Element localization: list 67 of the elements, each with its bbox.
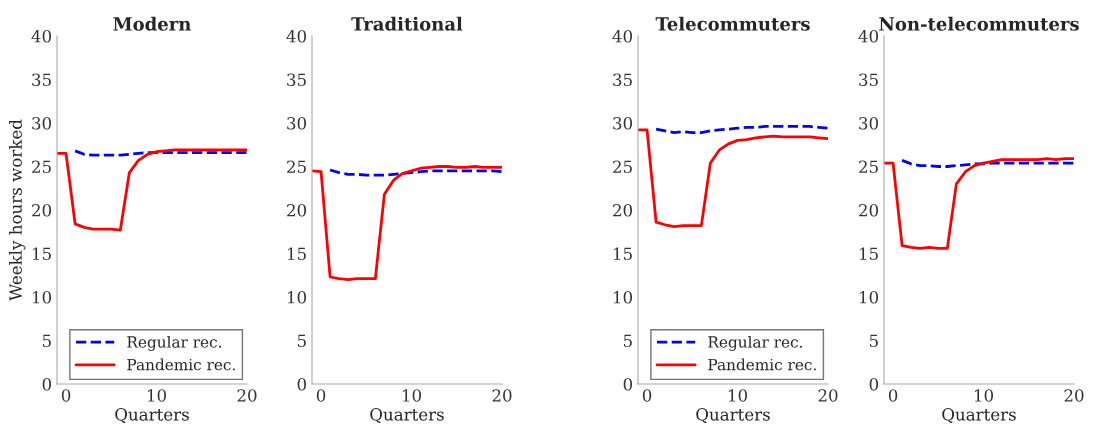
y-tick-label: 25 <box>287 160 306 174</box>
y-tick-label: 30 <box>287 116 307 130</box>
y-tick-label: 35 <box>32 73 51 87</box>
y-tick-label: 35 <box>859 73 878 87</box>
y-tick-label: 25 <box>859 160 878 174</box>
x-tick-label: 10 <box>974 389 994 402</box>
y-tick-label: 40 <box>612 29 633 43</box>
y-tick-label: 10 <box>613 290 633 304</box>
x-tick-label: 0 <box>316 389 326 402</box>
x-axis-title: Quarters <box>115 408 189 424</box>
legend-label: Regular rec. <box>127 335 222 351</box>
legend-label: Pandemic rec. <box>127 358 235 371</box>
y-tick-label: 35 <box>287 73 306 87</box>
y-tick-label: 20 <box>859 203 879 217</box>
line-series <box>312 165 502 281</box>
y-tick-label: 5 <box>869 334 878 348</box>
line-series <box>638 128 828 228</box>
y-tick-label: 30 <box>32 116 52 130</box>
legend-label: Pandemic rec. <box>708 358 816 371</box>
line-series <box>654 125 828 134</box>
x-tick-label: 20 <box>492 389 512 402</box>
y-tick-label: 0 <box>869 377 879 391</box>
x-tick-label: 20 <box>1064 389 1084 402</box>
line-series <box>900 159 1074 168</box>
x-axis-title: Quarters <box>696 408 770 424</box>
y-tick-label: 20 <box>287 203 307 217</box>
legend-label: Regular rec. <box>708 335 803 351</box>
line-series <box>57 148 247 232</box>
y-tick-label: 40 <box>858 29 879 43</box>
y-tick-label: 0 <box>623 377 633 391</box>
y-tick-label: 30 <box>613 116 633 130</box>
y-tick-label: 15 <box>287 247 306 261</box>
x-axis-title: Quarters <box>942 408 1016 424</box>
y-tick-label: 10 <box>859 290 879 304</box>
x-axis-title: Quarters <box>370 408 444 424</box>
y-tick-label: 15 <box>859 247 878 261</box>
chart-title: Traditional <box>351 16 463 31</box>
y-tick-label: 10 <box>287 290 307 304</box>
y-tick-label: 25 <box>32 160 51 174</box>
y-tick-label: 5 <box>42 334 51 348</box>
line-series <box>884 157 1074 250</box>
y-tick-label: 40 <box>31 29 52 43</box>
chart-title: Telecommuters <box>655 16 810 31</box>
x-tick-label: 10 <box>402 389 422 402</box>
x-tick-label: 0 <box>888 389 898 402</box>
x-tick-label: 0 <box>642 389 652 402</box>
y-tick-label: 20 <box>613 203 633 217</box>
x-tick-label: 10 <box>147 389 167 402</box>
x-tick-label: 10 <box>728 389 748 402</box>
y-tick-label: 5 <box>623 334 632 348</box>
y-tick-label: 30 <box>859 116 879 130</box>
y-tick-label: 15 <box>32 247 51 261</box>
y-tick-label: 40 <box>286 29 307 43</box>
y-axis-title: Weekly hours worked <box>9 119 26 301</box>
y-tick-label: 35 <box>613 73 632 87</box>
y-tick-label: 25 <box>613 160 632 174</box>
chart-title: Modern <box>113 16 191 31</box>
x-tick-label: 20 <box>818 389 838 402</box>
x-tick-label: 20 <box>237 389 257 402</box>
y-tick-label: 0 <box>42 377 52 391</box>
y-tick-label: 5 <box>297 334 306 348</box>
y-tick-label: 10 <box>32 290 52 304</box>
y-tick-label: 0 <box>297 377 307 391</box>
x-tick-label: 0 <box>61 389 71 402</box>
y-tick-label: 20 <box>32 203 52 217</box>
chart-title: Non-telecommuters <box>879 16 1079 31</box>
y-tick-label: 15 <box>613 247 632 261</box>
